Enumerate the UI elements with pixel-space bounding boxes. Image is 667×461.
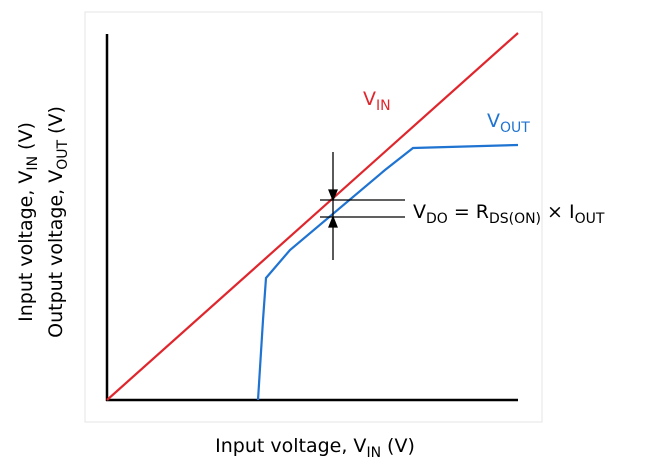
vout-label: VOUT [487,110,530,136]
vin-line [106,32,519,401]
text: V [487,110,500,132]
text: V [363,88,376,110]
vout-line [256,143,519,401]
subscript: OUT [500,120,530,136]
subscript: DO [426,211,448,227]
subscript: OUT [575,211,605,227]
subscript: IN [366,445,381,461]
dropout-marker [320,152,405,260]
text: V [413,201,426,223]
frame [84,11,543,423]
x-axis-label: Input voltage, VIN (V) [215,435,415,461]
text: Input voltage, V [15,171,37,322]
text: × [547,201,563,223]
text: I [569,201,575,223]
text: R [476,201,489,223]
equation: VDO = RDS(ON) × IOUT [413,201,605,227]
y-axis-label: Input voltage, VIN (V) [15,122,41,322]
subscript: OUT [55,140,71,170]
text: = [454,201,470,223]
text: (V) [45,106,67,134]
y-axis-label: Output voltage, VOUT (V) [45,106,71,338]
text: Output voltage, V [45,170,67,338]
text: (V) [15,122,37,150]
subscript: DS(ON) [489,211,541,227]
vin-label: VIN [363,88,391,114]
subscript: IN [376,98,391,114]
text: (V) [387,435,415,457]
subscript: IN [25,156,41,171]
text: Input voltage, V [215,435,366,457]
